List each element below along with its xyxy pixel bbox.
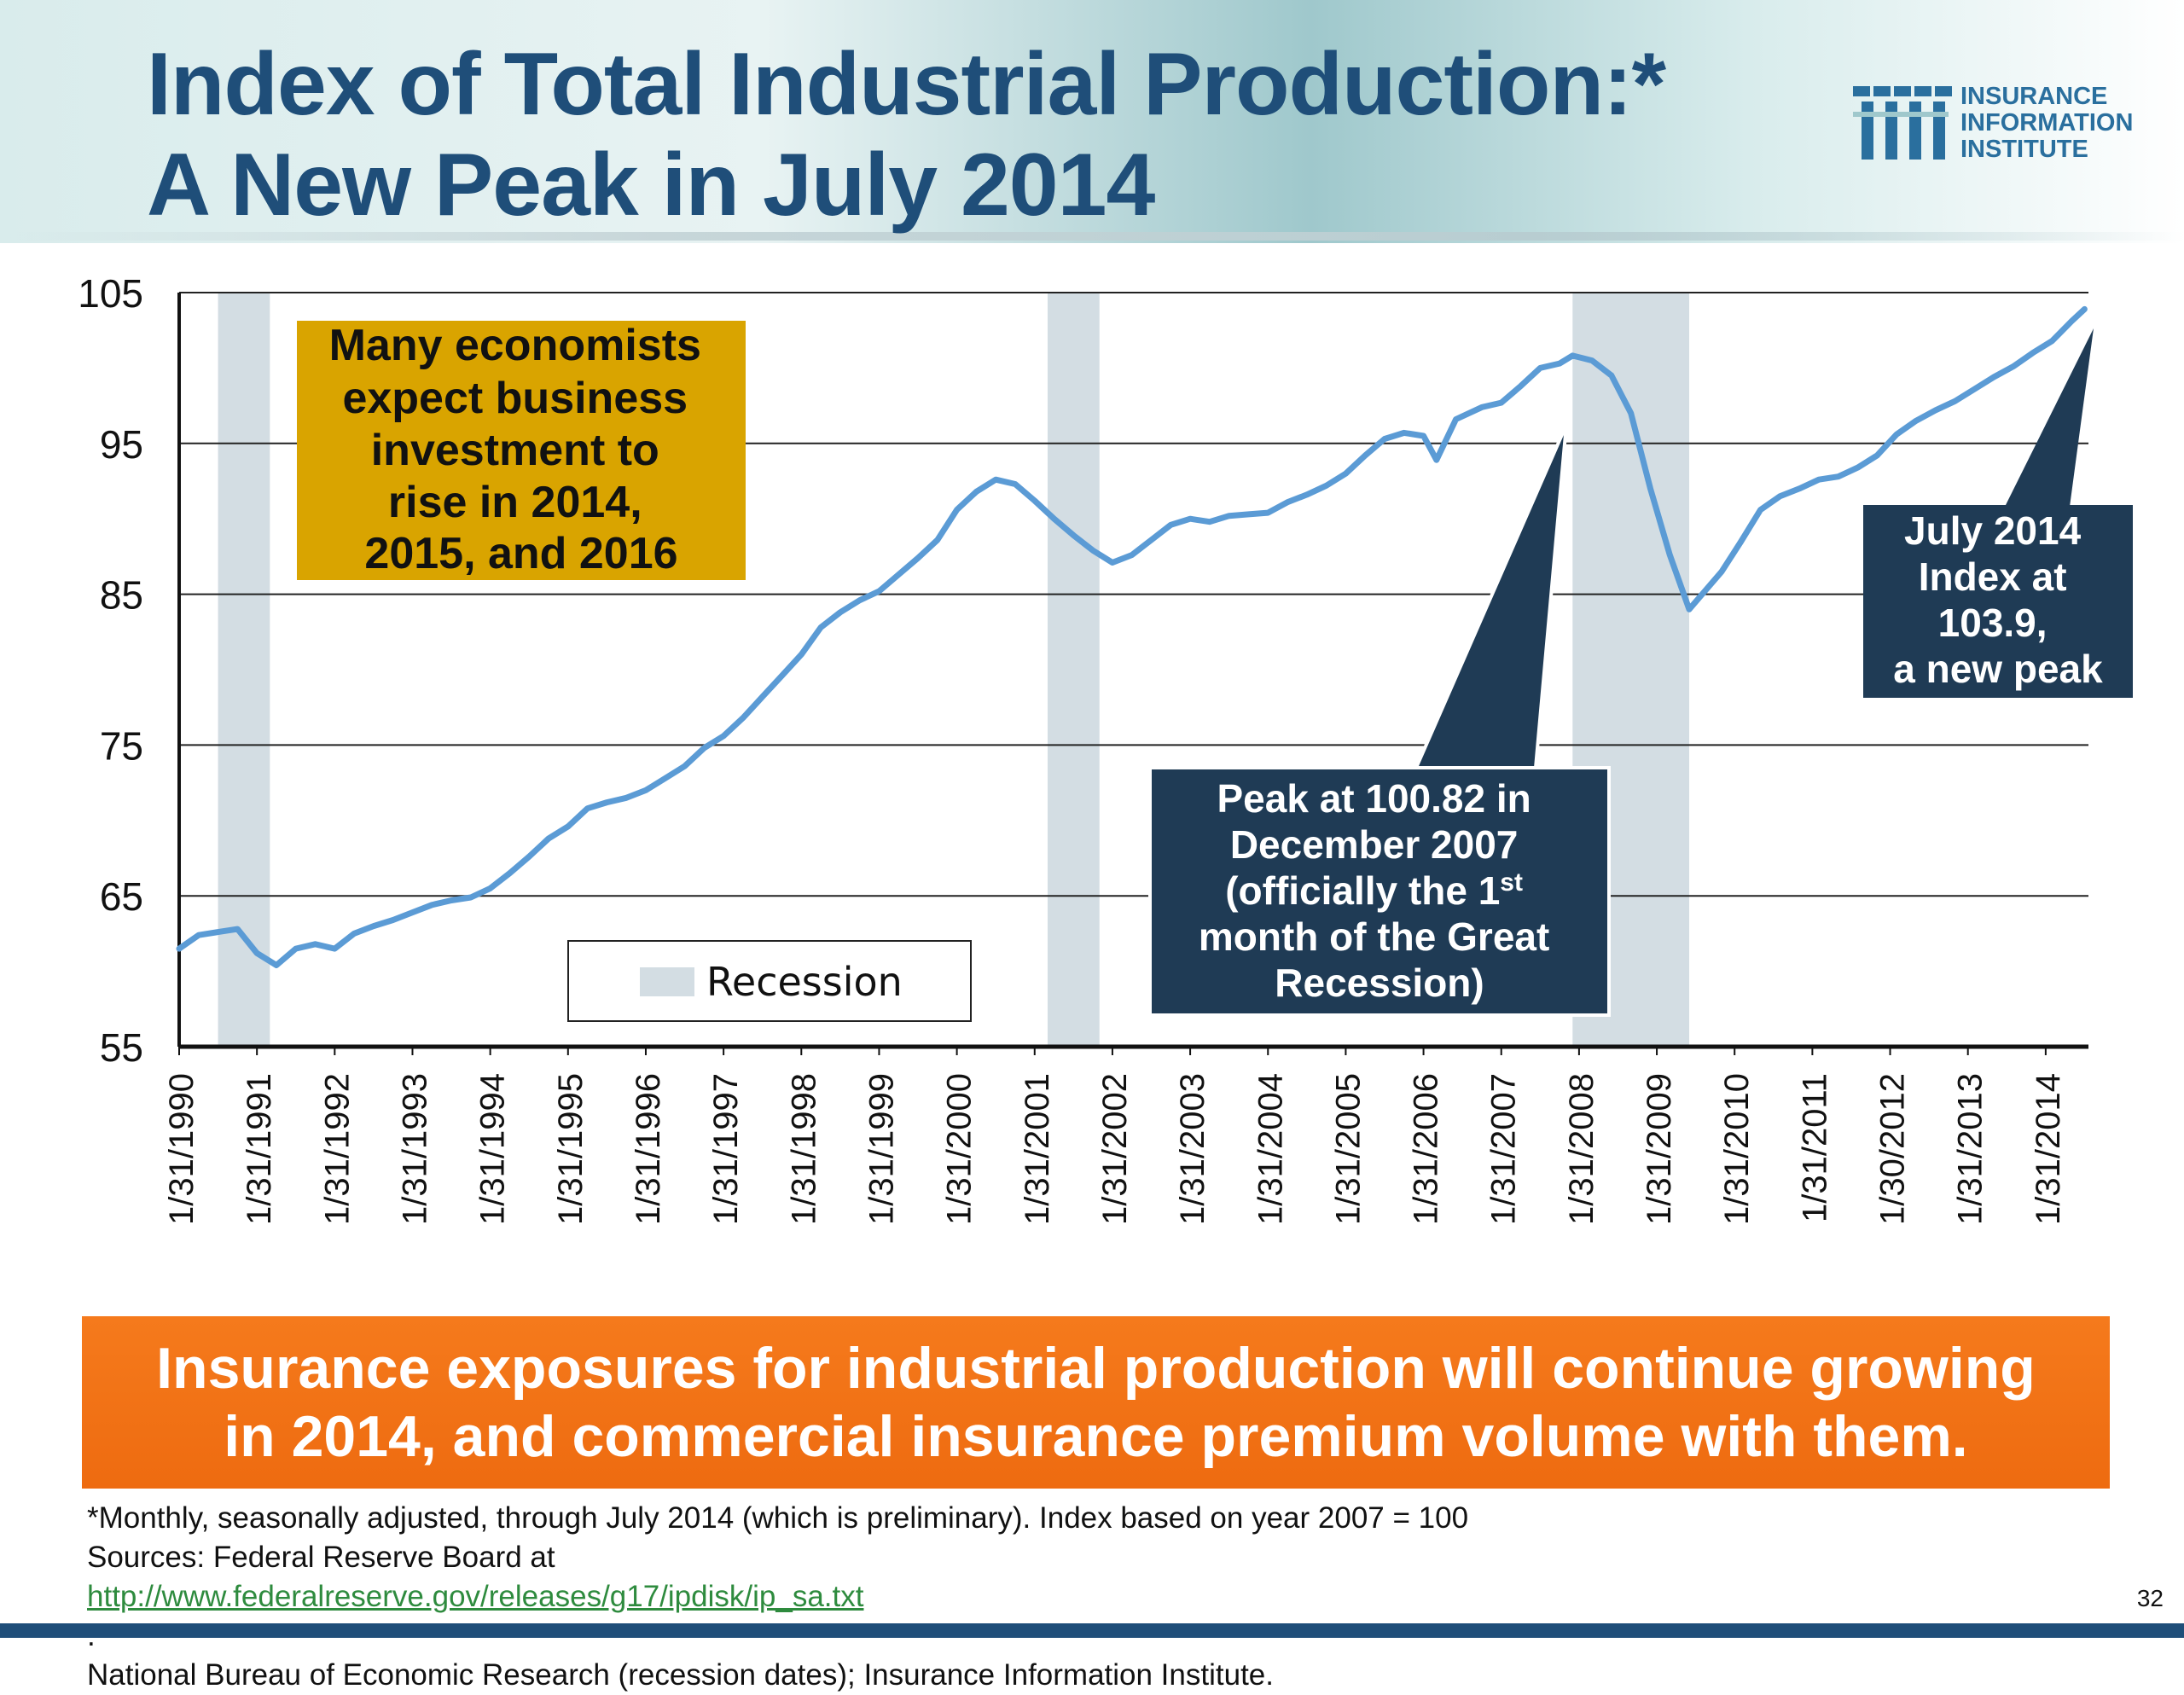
- x-tick-label: 1/31/1992: [318, 1073, 356, 1225]
- legend-box: [567, 940, 972, 1022]
- x-tick-label: 1/31/2006: [1408, 1073, 1445, 1225]
- svg-text:July 2014 Index at: July 2014 Index at 103.9, a new peak: [1893, 508, 2103, 691]
- peak-line3-sup: st: [1500, 868, 1523, 897]
- x-tick-label: 1/31/1997: [707, 1073, 745, 1225]
- x-tick-label: 1/31/1993: [396, 1073, 433, 1225]
- x-tick-label: 1/31/1994: [474, 1073, 512, 1225]
- banner-line2: in 2014, and commercial insurance premiu…: [224, 1404, 1968, 1469]
- iii-logo-icon: [1853, 86, 1952, 160]
- x-tick-label: 1/30/2012: [1874, 1073, 1912, 1225]
- peak-line2: December 2007: [1230, 822, 1519, 867]
- banner: Insurance exposures for industrial produ…: [82, 1316, 2110, 1489]
- y-tick-label: 85: [100, 573, 143, 618]
- legend-recession-label: Recession: [706, 959, 903, 1005]
- footnote-sources: Sources: Federal Reserve Board at http:/…: [87, 1538, 1468, 1656]
- y-tick-label: 75: [100, 723, 143, 768]
- logo-wordmark: INSURANCE INFORMATION INSTITUTE: [1960, 84, 2133, 163]
- logo-line3: INSTITUTE: [1960, 136, 2088, 163]
- page-title-line2: A New Peak in July 2014: [147, 136, 1155, 235]
- x-tick-label: 1/31/1991: [241, 1073, 278, 1225]
- peak-line3: (officially the 1: [1225, 868, 1500, 913]
- x-tick-label: 1/31/2007: [1485, 1073, 1523, 1225]
- recession-band-1: [218, 293, 270, 1047]
- sources-prefix: Sources: Federal Reserve Board at: [87, 1541, 555, 1574]
- economists-line5: 2015, and 2016: [364, 529, 677, 578]
- economists-line1: Many economists: [329, 321, 701, 370]
- page-title-line1: Index of Total Industrial Production:*: [147, 35, 1666, 134]
- economists-callout-box: [297, 321, 746, 580]
- economists-line4: rise in 2014,: [388, 478, 642, 527]
- y-tick-label: 105: [78, 271, 143, 316]
- july-2014-pointer: [2005, 328, 2094, 507]
- x-tick-label: 1/31/2004: [1252, 1073, 1289, 1225]
- logo-line2: INFORMATION: [1960, 109, 2134, 136]
- peak-2007-callout: Peak at 100.82 in December 2007 (officia…: [1148, 424, 1611, 1017]
- x-tick-label: 1/31/2010: [1718, 1073, 1756, 1225]
- y-tick-label: 55: [100, 1025, 143, 1070]
- x-tick-label: 1/31/2013: [1952, 1073, 1989, 1225]
- x-tick-label: 1/31/2008: [1563, 1073, 1600, 1225]
- july-line1: July 2014: [1904, 508, 2082, 553]
- footnote-line1: *Monthly, seasonally adjusted, through J…: [87, 1501, 1469, 1535]
- x-tick-label: 1/31/2003: [1174, 1073, 1211, 1225]
- svg-text:Peak at 100.82 in Decemb: Peak at 100.82 in December 2007 (officia…: [1199, 776, 1560, 1005]
- july-2014-callout: July 2014 Index at 103.9, a new peak: [1863, 328, 2133, 698]
- industrial-production-chart: 55 65 75 85 95 105 1/31/1990 1/31/1991 1/31/199…: [78, 271, 2133, 1225]
- bottom-bar: [0, 1623, 2184, 1638]
- x-tick-label: 1/31/2014: [2030, 1073, 2067, 1225]
- banner-line1: Insurance exposures for industrial produ…: [156, 1336, 2036, 1401]
- x-tick-label: 1/31/2011: [1796, 1073, 1833, 1222]
- x-tick-label: 1/31/1996: [630, 1073, 667, 1225]
- footnote-line3: National Bureau of Economic Research (re…: [87, 1658, 1274, 1692]
- series-line: [176, 305, 2088, 968]
- footnote: *Monthly, seasonally adjusted, through J…: [87, 1499, 1468, 1695]
- x-tick-label: 1/31/1995: [552, 1073, 590, 1225]
- x-tick-label: 1/31/2002: [1096, 1073, 1134, 1225]
- economists-line2: expect business: [342, 374, 688, 423]
- page-title: Index of Total Industrial Production:* A…: [147, 34, 1666, 235]
- y-tick-label: 65: [100, 874, 143, 919]
- x-tick-label: 1/31/1998: [785, 1073, 822, 1225]
- x-tick-label: 1/31/2000: [941, 1073, 979, 1225]
- x-tick-label: 1/31/2005: [1329, 1073, 1367, 1225]
- july-line4: a new peak: [1893, 647, 2103, 691]
- header-band: [0, 0, 2184, 243]
- page-number: 32: [2136, 1585, 2164, 1611]
- recession-band-2: [1047, 293, 1100, 1047]
- peak-2007-pointer: [1413, 424, 1568, 769]
- x-tick-label: 1/31/1999: [863, 1073, 900, 1225]
- peak-2007-callout-box: [1148, 766, 1611, 1017]
- peak-line5: Recession): [1275, 961, 1484, 1005]
- economists-callout: Many economists expect business investme…: [297, 321, 746, 580]
- july-line3: 103.9,: [1938, 601, 2048, 645]
- july-line2: Index at: [1919, 554, 2067, 599]
- federal-reserve-link[interactable]: http://www.federalreserve.gov/releases/g…: [87, 1580, 864, 1613]
- july-2014-callout-box: [1863, 505, 2133, 698]
- legend-recession-swatch: [640, 967, 694, 996]
- peak-line4: month of the Great: [1199, 914, 1549, 959]
- peak-line1: Peak at 100.82 in: [1217, 776, 1531, 821]
- x-tick-label: 1/31/2001: [1019, 1073, 1056, 1225]
- economists-line3: investment to: [371, 426, 659, 475]
- svg-text:Many economists expect b: Many economists expect business investme…: [329, 321, 714, 578]
- x-tick-label: 1/31/2009: [1641, 1073, 1678, 1225]
- logo-line1: INSURANCE: [1960, 83, 2108, 110]
- header-divider: [0, 232, 2184, 241]
- y-tick-label: 95: [100, 422, 143, 467]
- x-tick-label: 1/31/1990: [163, 1073, 200, 1225]
- legend: Recession: [567, 940, 972, 1022]
